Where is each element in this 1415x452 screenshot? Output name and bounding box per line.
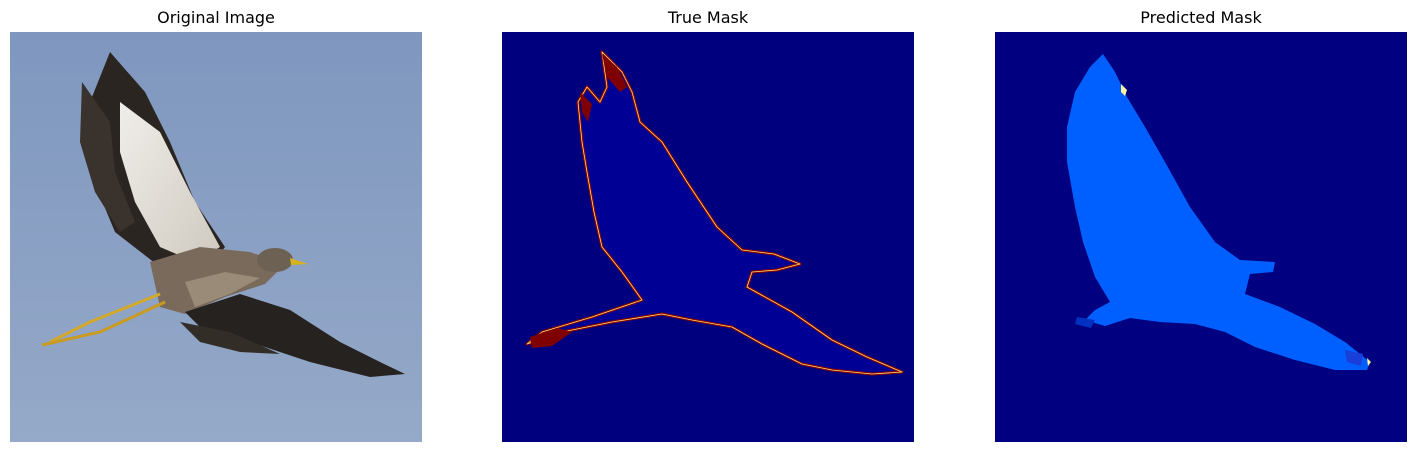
true-mask-image [502, 32, 914, 442]
bird-photo [10, 32, 422, 442]
original-image-title: Original Image [157, 8, 275, 27]
original-image-panel: Original Image [10, 0, 422, 452]
predicted-mask-title: Predicted Mask [1140, 8, 1262, 27]
true-mask-title: True Mask [667, 8, 749, 27]
predicted-mask-panel: Predicted Mask [995, 0, 1407, 452]
predicted-mask-image [995, 32, 1407, 442]
true-mask-panel: True Mask [502, 0, 914, 452]
